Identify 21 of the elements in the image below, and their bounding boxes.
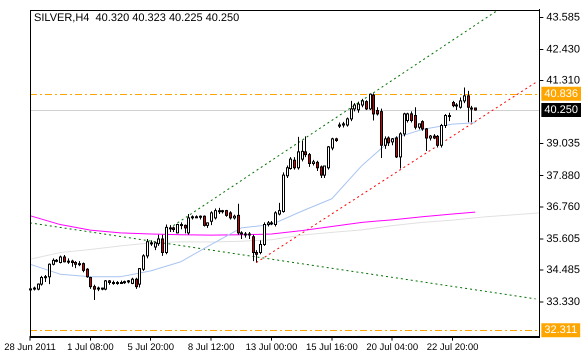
ref-line-label: 40.836 <box>544 88 578 100</box>
x-tick-label: 20 Jul 04:00 <box>366 342 418 353</box>
y-tick-label: 39.035 <box>546 138 580 150</box>
ref-line-label: 32.311 <box>544 324 578 336</box>
y-tick-label: 41.310 <box>546 74 580 87</box>
x-tick-label: 15 Jul 16:00 <box>306 342 358 353</box>
y-tick-label: 33.330 <box>546 296 580 308</box>
x-tick-label: 28 Jun 2011 <box>4 342 56 353</box>
y-tick-label: 36.760 <box>546 200 580 213</box>
x-tick-label: 1 Jul 08:00 <box>67 342 114 353</box>
x-tick-label: 8 Jul 12:00 <box>188 342 234 353</box>
y-tick-label: 43.585 <box>546 12 580 24</box>
y-tick-label: 37.880 <box>546 170 580 182</box>
y-tick-label: 35.605 <box>546 232 580 245</box>
y-tick-label: 42.430 <box>546 44 580 56</box>
ref-line-label: 40.250 <box>544 104 578 116</box>
chart-title: SILVER,H4 40.320 40.323 40.225 40.250 <box>34 12 240 24</box>
y-tick-label: 34.485 <box>546 264 580 276</box>
x-tick-label: 5 Jul 20:00 <box>127 342 174 353</box>
x-tick-label: 13 Jul 00:00 <box>246 342 298 353</box>
x-tick-label: 22 Jul 20:00 <box>426 342 478 353</box>
